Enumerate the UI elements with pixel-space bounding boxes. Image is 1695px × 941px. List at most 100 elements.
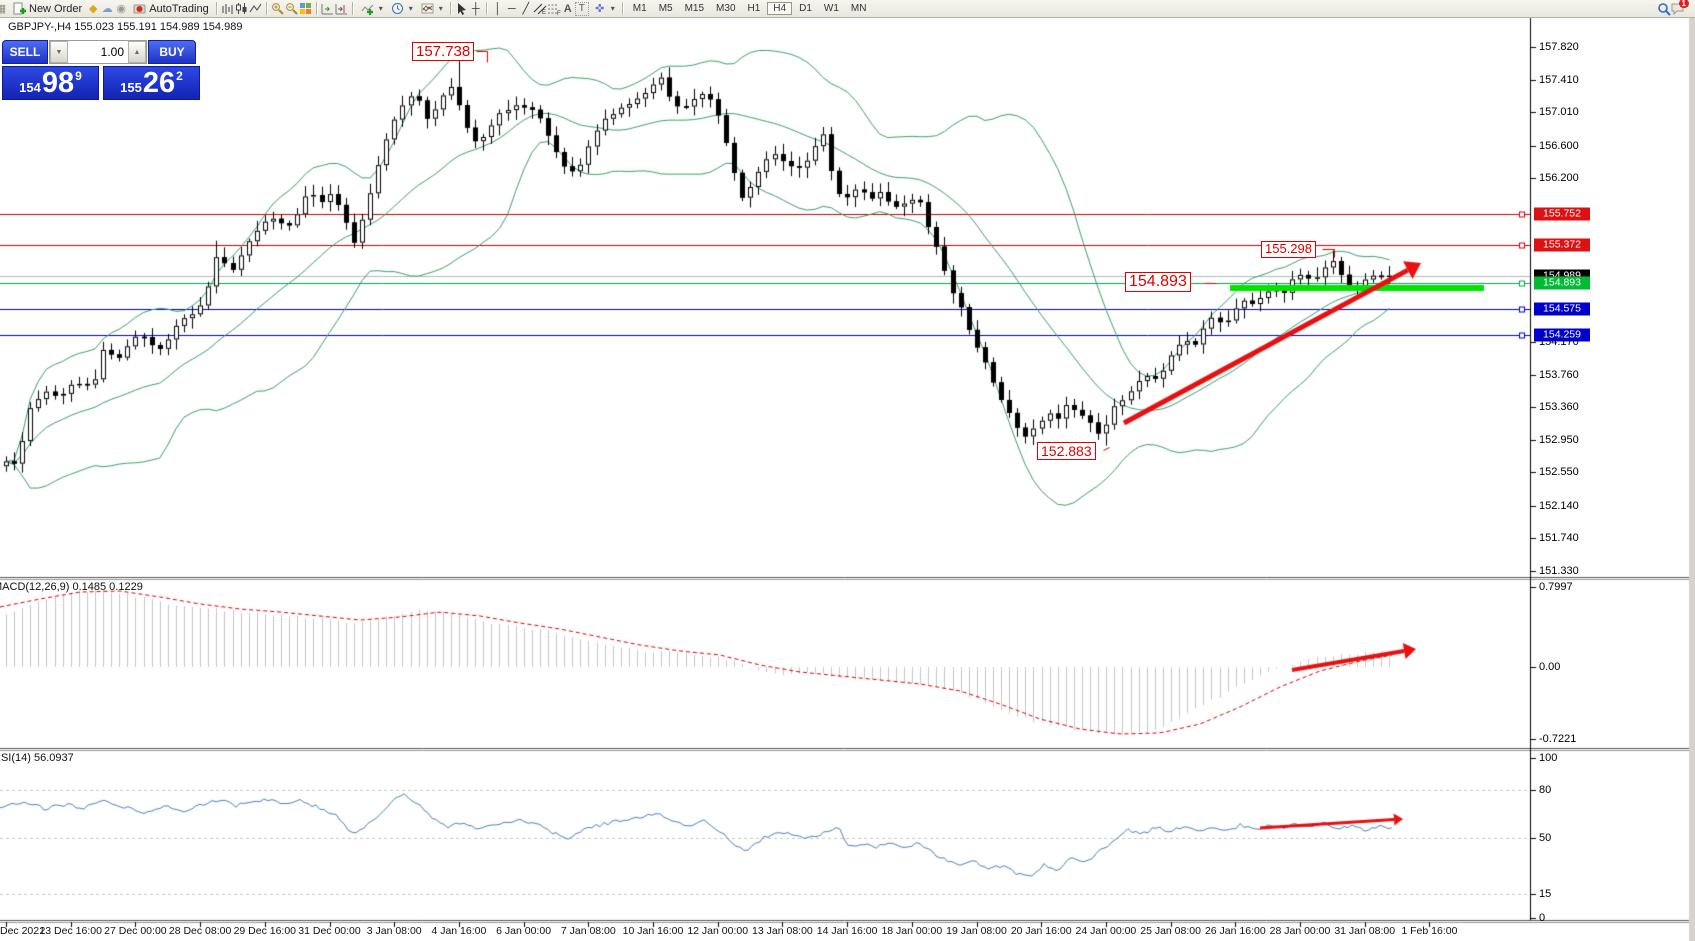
zoom-in-icon[interactable] <box>271 2 285 16</box>
horizontal-line-icon[interactable]: ─ <box>507 2 516 15</box>
rsi-axis-label: 0 <box>1539 912 1546 924</box>
date-axis-label: Dec 2021 <box>0 925 45 937</box>
chat-icon[interactable]: 1 <box>1671 0 1689 16</box>
sell-price-display[interactable]: 154 98 9 <box>2 66 99 100</box>
timeframe-d1[interactable]: D1 <box>799 2 812 14</box>
templates-button[interactable]: ▾ <box>417 1 447 16</box>
sell-button[interactable]: SELL <box>2 40 48 64</box>
timeframe-mn[interactable]: MN <box>850 2 867 14</box>
price-axis-tick: 157.010 <box>1539 106 1579 119</box>
price-axis-tick: 152.950 <box>1539 434 1579 447</box>
price-annotation[interactable]: 152.883 <box>1037 442 1096 461</box>
rsi-axis-label: 80 <box>1539 784 1552 796</box>
macd-axis-label: 0.00 <box>1539 661 1561 673</box>
date-axis-label: 3 Jan 08:00 <box>366 925 422 937</box>
indicators-icon <box>361 2 375 16</box>
chat-badge-count: 1 <box>1678 0 1689 8</box>
price-level-tag[interactable]: 154.893 <box>1534 276 1590 290</box>
timeframe-m15[interactable]: M15 <box>684 2 705 14</box>
text-icon[interactable]: A <box>563 2 572 15</box>
timeframe-group: M1 M5 M15 M30 H1 H4 D1 W1 MN <box>627 1 873 16</box>
price-axis-tick: 157.820 <box>1539 41 1579 53</box>
date-axis-label: 28 Dec 08:00 <box>168 925 232 937</box>
crosshair-icon[interactable]: ┼ <box>471 2 480 15</box>
buy-price-small: 155 <box>120 80 142 95</box>
messenger-icon[interactable]: ☁ <box>101 2 113 15</box>
text-label-icon[interactable]: T <box>574 1 589 16</box>
buy-button[interactable]: BUY <box>148 40 196 64</box>
autotrading-button[interactable]: AutoTrading <box>128 1 213 16</box>
price-level-tag[interactable]: 154.575 <box>1534 302 1590 316</box>
chart-shift-icon[interactable] <box>335 2 349 16</box>
rsi-indicator-label: RSI(14) 56.0937 <box>0 752 74 764</box>
timeframe-m30[interactable]: M30 <box>716 2 736 14</box>
volume-increase-button[interactable]: ▲ <box>128 41 146 63</box>
rsi-axis-label: 15 <box>1539 888 1552 900</box>
timeframe-m1[interactable]: M1 <box>632 2 647 14</box>
templates-dropdown-caret: ▾ <box>438 4 443 13</box>
macd-axis-label: 0.7997 <box>1539 581 1573 594</box>
volume-decrease-button[interactable]: ▼ <box>50 41 68 63</box>
bar-chart-icon[interactable] <box>221 2 235 16</box>
trendline-icon[interactable]: ╱ <box>522 2 530 15</box>
signal-icon[interactable]: ◉ <box>116 2 126 15</box>
date-axis-label: 31 Dec 00:00 <box>298 925 361 937</box>
tile-windows-icon[interactable] <box>299 2 313 16</box>
gold-icon[interactable]: ◆ <box>88 2 98 15</box>
autotrading-label: AutoTrading <box>149 2 209 15</box>
date-axis-label: 19 Jan 08:00 <box>946 925 1007 937</box>
candlestick-chart-icon[interactable] <box>235 2 249 16</box>
fibonacci-icon[interactable]: F <box>547 2 561 16</box>
date-axis-label: 27 Dec 00:00 <box>104 925 167 937</box>
cursor-icon[interactable] <box>455 2 469 16</box>
arrows-dropdown-caret: ▾ <box>610 4 615 13</box>
indicators-button[interactable]: ▾ <box>357 1 387 16</box>
price-axis-tick: 152.550 <box>1539 466 1579 479</box>
svg-text:E: E <box>542 10 546 15</box>
timeframe-m5[interactable]: M5 <box>658 2 673 14</box>
date-axis-label: 29 Dec 16:00 <box>233 925 297 937</box>
macd-axis-label: -0.7221 <box>1539 733 1577 746</box>
new-order-label: New Order <box>29 2 83 15</box>
timeframe-h1[interactable]: H1 <box>747 2 761 14</box>
buy-price-display[interactable]: 155 26 2 <box>103 66 200 100</box>
vertical-line-icon[interactable]: │ <box>494 2 502 15</box>
date-axis-label: 24 Jan 00:00 <box>1075 925 1137 937</box>
date-axis-label: 13 Jan 08:00 <box>752 925 813 937</box>
auto-scroll-icon[interactable] <box>321 2 335 16</box>
volume-input[interactable] <box>68 41 128 63</box>
new-order-icon <box>12 2 26 16</box>
price-annotation[interactable]: 155.298 <box>1261 241 1316 258</box>
price-axis-tick: 152.140 <box>1539 499 1579 512</box>
zoom-out-icon[interactable] <box>285 2 299 16</box>
date-axis-label: 23 Dec 16:00 <box>39 925 102 937</box>
equidistant-channel-icon[interactable]: E <box>533 2 547 16</box>
date-axis-label: 20 Jan 16:00 <box>1010 925 1072 937</box>
price-level-tag[interactable]: 155.372 <box>1534 238 1590 252</box>
price-annotation[interactable]: 154.893 <box>1125 272 1191 293</box>
timeframe-h4[interactable]: H4 <box>767 1 793 15</box>
date-axis-label: 25 Jan 08:00 <box>1140 925 1201 937</box>
price-level-tag[interactable]: 155.752 <box>1534 207 1590 221</box>
sell-price-sup: 9 <box>75 69 82 83</box>
line-chart-icon[interactable] <box>249 2 263 16</box>
window-grid-icon[interactable]: ▦ <box>0 2 8 16</box>
autotrading-icon <box>132 2 146 16</box>
timeframe-w1[interactable]: W1 <box>823 2 839 14</box>
buy-price-big: 26 <box>142 67 176 99</box>
sell-price-small: 154 <box>19 80 41 95</box>
buy-price-sup: 2 <box>176 69 183 83</box>
symbol-ohlc-info: GBPJPY-,H4 155.023 155.191 154.989 154.9… <box>8 21 243 33</box>
clock-icon <box>391 2 405 16</box>
periods-button[interactable]: ▾ <box>387 1 417 16</box>
price-level-tag[interactable]: 154.259 <box>1534 328 1590 341</box>
new-order-button[interactable]: New Order <box>8 1 86 16</box>
arrows-icon: ✜ <box>595 2 605 15</box>
arrows-button[interactable]: ✜ ▾ <box>589 1 619 16</box>
price-annotation[interactable]: 157.738 <box>412 42 475 62</box>
search-icon[interactable] <box>1657 2 1671 16</box>
price-axis-tick: 153.760 <box>1539 368 1579 381</box>
date-axis-label: 31 Jan 08:00 <box>1334 925 1396 937</box>
date-axis-label: 7 Jan 08:00 <box>560 925 616 937</box>
